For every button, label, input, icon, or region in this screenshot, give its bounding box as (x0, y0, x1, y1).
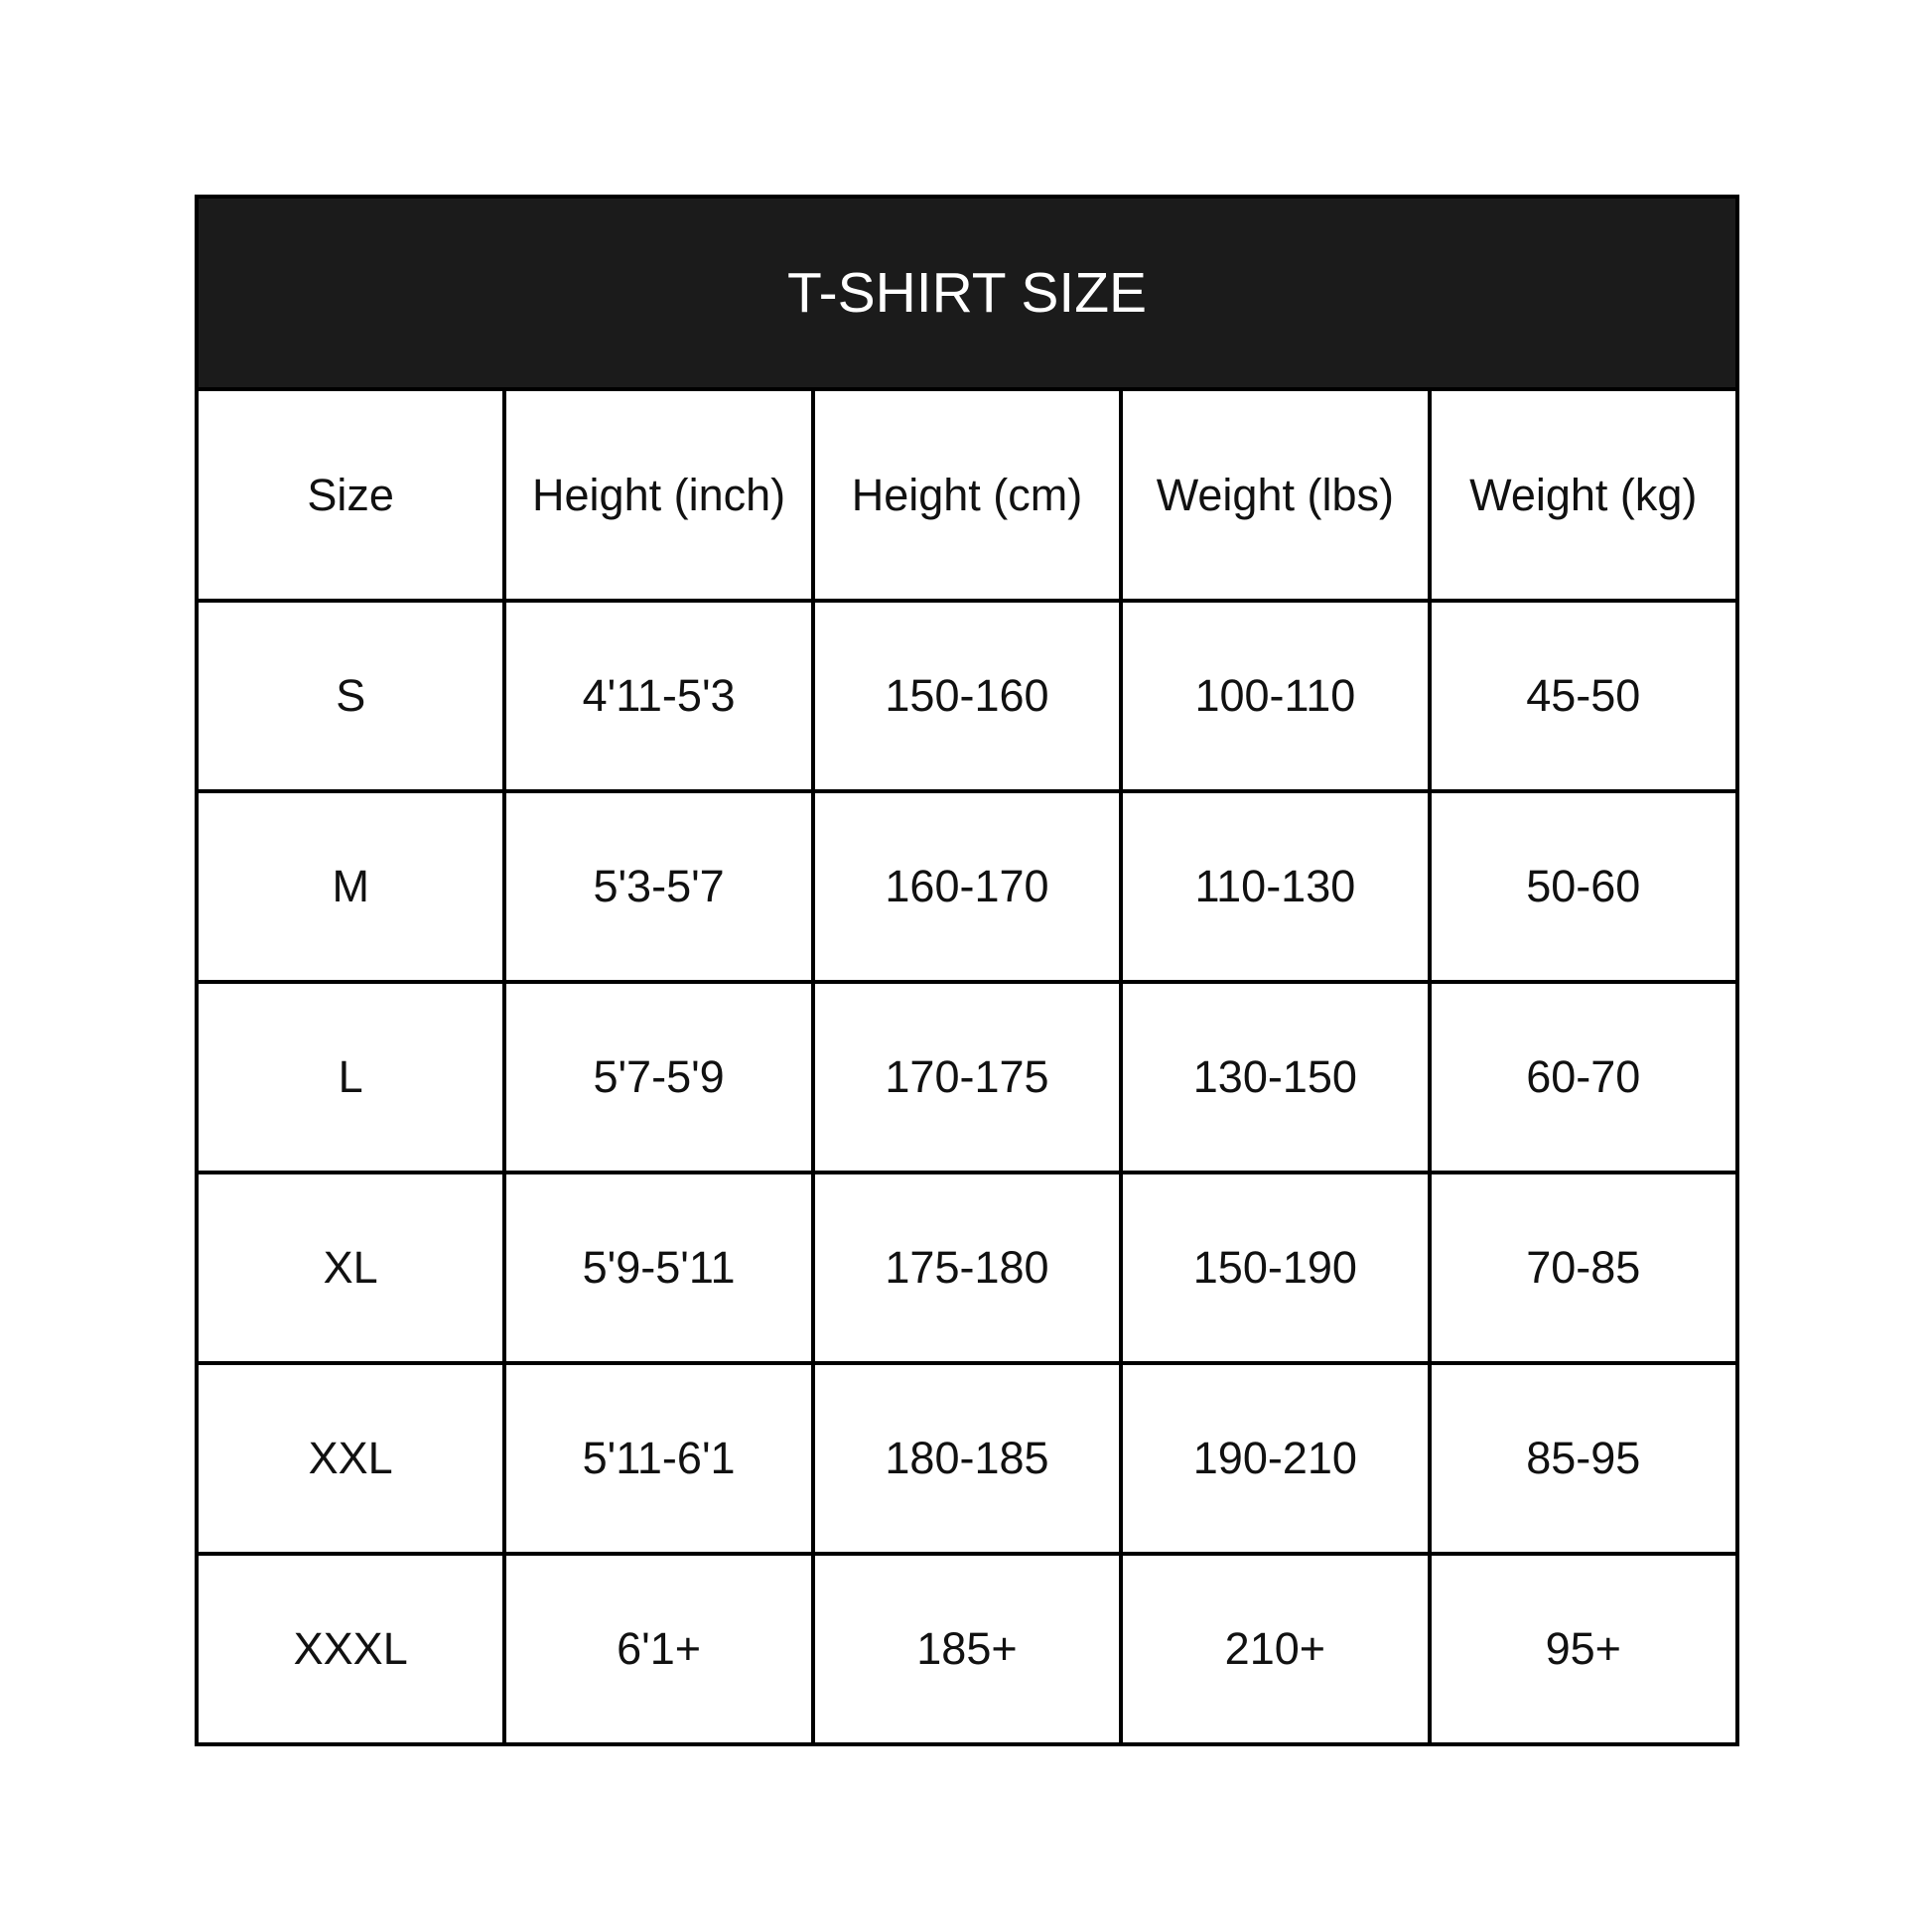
cell-height-cm: 185+ (810, 1552, 1124, 1746)
cell-weight-kg: 85-95 (1427, 1361, 1740, 1556)
cell-size: XXL (194, 1361, 507, 1556)
table-row: S 4'11-5'3 150-160 100-110 45-50 (194, 599, 1740, 793)
cell-weight-lbs: 110-130 (1119, 789, 1432, 984)
cell-height-inch: 4'11-5'3 (502, 599, 815, 793)
cell-weight-kg: 50-60 (1427, 789, 1740, 984)
column-header-weight-lbs: Weight (lbs) (1119, 387, 1432, 603)
cell-weight-lbs: 150-190 (1119, 1171, 1432, 1365)
cell-height-inch: 6'1+ (502, 1552, 815, 1746)
cell-weight-lbs: 190-210 (1119, 1361, 1432, 1556)
table-row: XXXL 6'1+ 185+ 210+ 95+ (194, 1552, 1740, 1746)
column-header-row: Size Height (inch) Height (cm) Weight (l… (194, 387, 1740, 603)
cell-weight-lbs: 130-150 (1119, 980, 1432, 1174)
cell-size: XXXL (194, 1552, 507, 1746)
cell-weight-lbs: 210+ (1119, 1552, 1432, 1746)
cell-height-cm: 180-185 (810, 1361, 1124, 1556)
cell-weight-kg: 60-70 (1427, 980, 1740, 1174)
column-header-weight-kg: Weight (kg) (1427, 387, 1740, 603)
cell-height-inch: 5'3-5'7 (502, 789, 815, 984)
cell-height-cm: 160-170 (810, 789, 1124, 984)
table-title: T-SHIRT SIZE (195, 195, 1739, 391)
table-row: M 5'3-5'7 160-170 110-130 50-60 (194, 789, 1740, 984)
column-header-height-inch: Height (inch) (502, 387, 815, 603)
cell-height-inch: 5'11-6'1 (502, 1361, 815, 1556)
cell-weight-kg: 70-85 (1427, 1171, 1740, 1365)
cell-size: S (194, 599, 507, 793)
cell-height-inch: 5'7-5'9 (502, 980, 815, 1174)
cell-size: M (194, 789, 507, 984)
table-row: XL 5'9-5'11 175-180 150-190 70-85 (194, 1171, 1740, 1365)
cell-weight-kg: 45-50 (1427, 599, 1740, 793)
cell-height-cm: 150-160 (810, 599, 1124, 793)
cell-weight-lbs: 100-110 (1119, 599, 1432, 793)
cell-height-cm: 170-175 (810, 980, 1124, 1174)
cell-height-inch: 5'9-5'11 (502, 1171, 815, 1365)
table-row: L 5'7-5'9 170-175 130-150 60-70 (194, 980, 1740, 1174)
cell-height-cm: 175-180 (810, 1171, 1124, 1365)
column-header-size: Size (194, 387, 507, 603)
cell-weight-kg: 95+ (1427, 1552, 1740, 1746)
column-header-height-cm: Height (cm) (810, 387, 1124, 603)
cell-size: XL (194, 1171, 507, 1365)
size-chart-table: T-SHIRT SIZE Size Height (inch) Height (… (194, 195, 1740, 1746)
cell-size: L (194, 980, 507, 1174)
table-row: XXL 5'11-6'1 180-185 190-210 85-95 (194, 1361, 1740, 1556)
